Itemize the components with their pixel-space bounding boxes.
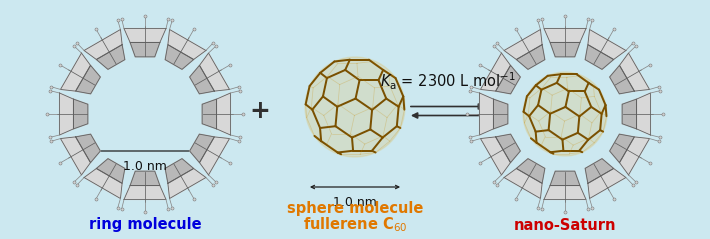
Polygon shape bbox=[585, 45, 613, 69]
Text: +: + bbox=[249, 99, 271, 123]
Polygon shape bbox=[544, 185, 586, 200]
Polygon shape bbox=[76, 65, 100, 94]
Polygon shape bbox=[130, 171, 160, 185]
Polygon shape bbox=[479, 93, 493, 135]
Polygon shape bbox=[622, 99, 636, 129]
Polygon shape bbox=[60, 137, 90, 175]
Polygon shape bbox=[496, 65, 520, 94]
Polygon shape bbox=[588, 29, 626, 60]
Polygon shape bbox=[217, 93, 231, 135]
Polygon shape bbox=[516, 45, 545, 69]
Polygon shape bbox=[168, 168, 206, 199]
Polygon shape bbox=[130, 43, 160, 57]
Polygon shape bbox=[588, 168, 626, 199]
Polygon shape bbox=[60, 53, 90, 91]
Polygon shape bbox=[190, 65, 214, 94]
Polygon shape bbox=[544, 28, 586, 43]
Polygon shape bbox=[504, 29, 542, 60]
Polygon shape bbox=[124, 185, 166, 200]
Circle shape bbox=[305, 57, 405, 157]
Polygon shape bbox=[550, 171, 580, 185]
Polygon shape bbox=[516, 159, 545, 183]
Text: fullerene C$_{60}$: fullerene C$_{60}$ bbox=[302, 216, 408, 234]
Polygon shape bbox=[124, 28, 166, 43]
Polygon shape bbox=[84, 29, 122, 60]
Polygon shape bbox=[200, 137, 229, 175]
Text: 1.0 nm: 1.0 nm bbox=[123, 161, 167, 174]
Circle shape bbox=[523, 72, 607, 156]
Text: 1.0 nm: 1.0 nm bbox=[333, 196, 377, 210]
Polygon shape bbox=[620, 53, 650, 91]
Polygon shape bbox=[168, 29, 206, 60]
Polygon shape bbox=[620, 137, 650, 175]
Text: nano-Saturn: nano-Saturn bbox=[514, 217, 616, 233]
Polygon shape bbox=[496, 134, 520, 163]
Polygon shape bbox=[165, 45, 194, 69]
Text: sphere molecule: sphere molecule bbox=[287, 201, 423, 217]
Polygon shape bbox=[97, 159, 125, 183]
Polygon shape bbox=[550, 43, 580, 57]
Polygon shape bbox=[84, 168, 122, 199]
Polygon shape bbox=[481, 137, 510, 175]
Polygon shape bbox=[60, 93, 74, 135]
Polygon shape bbox=[585, 159, 613, 183]
Polygon shape bbox=[504, 168, 542, 199]
Polygon shape bbox=[610, 65, 634, 94]
Polygon shape bbox=[636, 93, 650, 135]
Polygon shape bbox=[190, 134, 214, 163]
Polygon shape bbox=[610, 134, 634, 163]
Text: ring molecule: ring molecule bbox=[89, 217, 202, 233]
Polygon shape bbox=[200, 53, 229, 91]
Text: $\mathit{K}_{\mathrm{a}}$ = 2300 L mol$^{-1}$: $\mathit{K}_{\mathrm{a}}$ = 2300 L mol$^… bbox=[380, 70, 516, 92]
Polygon shape bbox=[493, 99, 508, 129]
Polygon shape bbox=[202, 99, 217, 129]
Polygon shape bbox=[97, 45, 125, 69]
Polygon shape bbox=[76, 134, 100, 163]
Polygon shape bbox=[165, 159, 194, 183]
Polygon shape bbox=[481, 53, 510, 91]
Polygon shape bbox=[74, 99, 88, 129]
